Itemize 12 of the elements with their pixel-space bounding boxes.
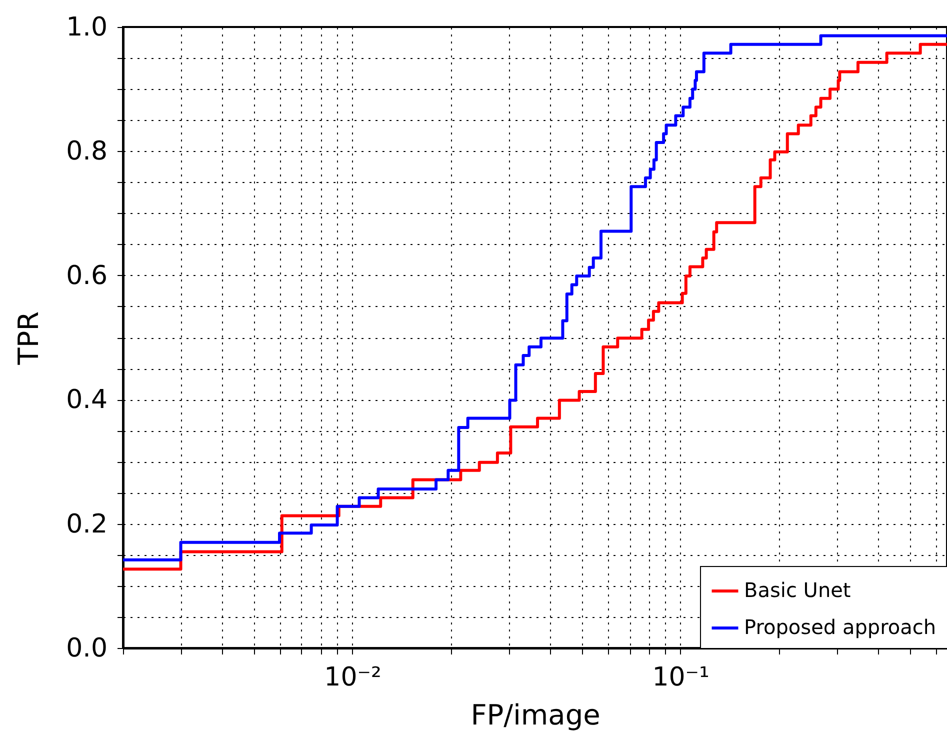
- y-tick-label: 1.0: [66, 12, 108, 42]
- y-tick-label: 0.6: [66, 260, 108, 291]
- y-tick-label: 0.0: [66, 634, 108, 664]
- x-tick-label: 10⁻¹: [652, 662, 710, 692]
- x-axis-title: FP/image: [470, 698, 600, 732]
- y-tick-label: 0.4: [66, 385, 108, 416]
- x-tick-label: 10⁻²: [324, 662, 382, 692]
- legend-label: Proposed approach: [744, 615, 936, 639]
- legend-label: Basic Unet: [744, 578, 851, 602]
- y-axis-title: TPR: [12, 311, 46, 366]
- y-tick-label: 0.2: [66, 509, 108, 540]
- y-tick-label: 0.8: [66, 136, 108, 167]
